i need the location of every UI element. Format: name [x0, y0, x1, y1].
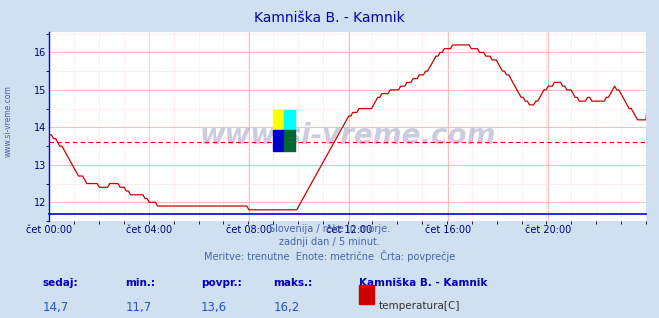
Text: maks.:: maks.: [273, 278, 313, 288]
Text: zadnji dan / 5 minut.: zadnji dan / 5 minut. [279, 237, 380, 247]
Text: min.:: min.: [125, 278, 156, 288]
Text: 11,7: 11,7 [125, 301, 152, 314]
Text: 16,2: 16,2 [273, 301, 300, 314]
Text: temperatura[C]: temperatura[C] [379, 301, 461, 310]
Text: Slovenija / reke in morje.: Slovenija / reke in morje. [269, 224, 390, 234]
Text: Kamniška B. - Kamnik: Kamniška B. - Kamnik [359, 278, 488, 288]
Text: sedaj:: sedaj: [43, 278, 78, 288]
Text: 14,7: 14,7 [43, 301, 69, 314]
Text: Meritve: trenutne  Enote: metrične  Črta: povprečje: Meritve: trenutne Enote: metrične Črta: … [204, 250, 455, 262]
Text: povpr.:: povpr.: [201, 278, 242, 288]
Text: www.si-vreme.com: www.si-vreme.com [3, 85, 13, 157]
Text: 13,6: 13,6 [201, 301, 227, 314]
Text: Kamniška B. - Kamnik: Kamniška B. - Kamnik [254, 11, 405, 25]
Text: www.si-vreme.com: www.si-vreme.com [200, 122, 496, 150]
